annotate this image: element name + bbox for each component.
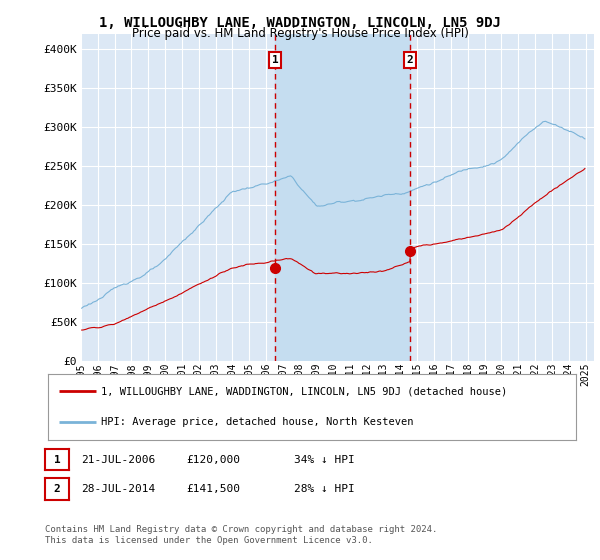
Bar — [275, 34, 410, 361]
Text: HPI: Average price, detached house, North Kesteven: HPI: Average price, detached house, Nort… — [101, 417, 413, 427]
Text: 34% ↓ HPI: 34% ↓ HPI — [294, 455, 355, 465]
Text: 1, WILLOUGHBY LANE, WADDINGTON, LINCOLN, LN5 9DJ: 1, WILLOUGHBY LANE, WADDINGTON, LINCOLN,… — [99, 16, 501, 30]
Text: Contains HM Land Registry data © Crown copyright and database right 2024.
This d: Contains HM Land Registry data © Crown c… — [45, 525, 437, 545]
Text: 28% ↓ HPI: 28% ↓ HPI — [294, 484, 355, 494]
Text: 2: 2 — [407, 55, 413, 65]
Text: £120,000: £120,000 — [186, 455, 240, 465]
Text: 1, WILLOUGHBY LANE, WADDINGTON, LINCOLN, LN5 9DJ (detached house): 1, WILLOUGHBY LANE, WADDINGTON, LINCOLN,… — [101, 386, 507, 396]
Text: £141,500: £141,500 — [186, 484, 240, 494]
Text: Price paid vs. HM Land Registry's House Price Index (HPI): Price paid vs. HM Land Registry's House … — [131, 27, 469, 40]
Text: 1: 1 — [272, 55, 278, 65]
Text: 28-JUL-2014: 28-JUL-2014 — [81, 484, 155, 494]
Text: 21-JUL-2006: 21-JUL-2006 — [81, 455, 155, 465]
Text: 2: 2 — [53, 484, 61, 494]
Text: 1: 1 — [53, 455, 61, 465]
